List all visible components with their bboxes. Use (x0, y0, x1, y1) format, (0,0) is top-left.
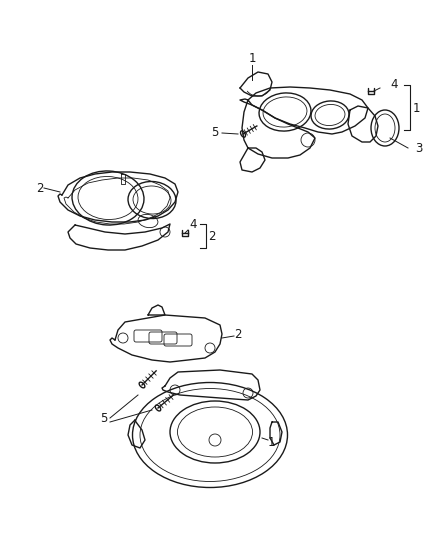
Text: 5: 5 (211, 125, 218, 139)
Text: 4: 4 (390, 77, 398, 91)
Text: 3: 3 (415, 141, 422, 155)
Text: 1: 1 (268, 437, 276, 449)
Text: 2: 2 (208, 230, 215, 243)
Text: 5: 5 (100, 411, 107, 424)
Text: 1: 1 (413, 101, 420, 115)
Text: 4: 4 (189, 219, 197, 231)
Text: 1: 1 (248, 52, 256, 64)
Text: 2: 2 (36, 182, 43, 195)
Text: 2: 2 (234, 328, 241, 342)
